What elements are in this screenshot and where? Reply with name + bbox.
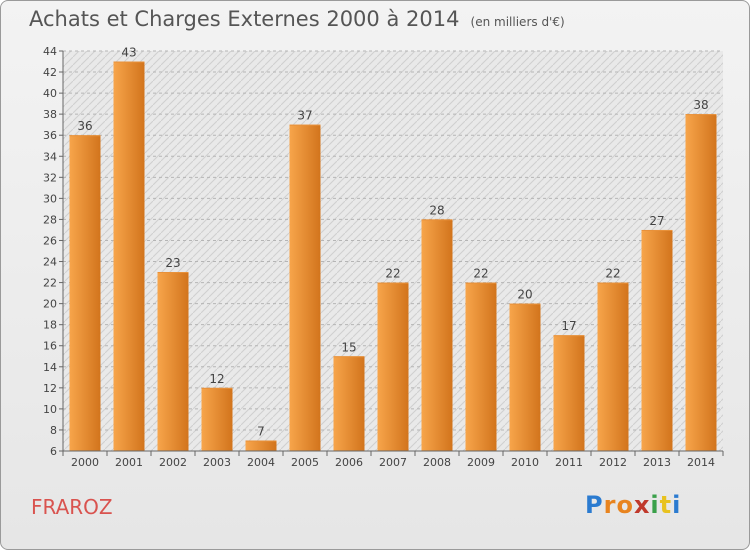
- y-tick-label-10: 10: [43, 403, 57, 416]
- y-tick-label-20: 20: [43, 298, 57, 311]
- bar-2001: [113, 61, 145, 452]
- data-label-2001: 43: [121, 46, 136, 60]
- bar-2003: [201, 387, 233, 451]
- y-tick-label-30: 30: [43, 192, 57, 205]
- y-tick-label-42: 42: [43, 66, 57, 79]
- bar-2005: [289, 124, 321, 452]
- bar-2012: [597, 282, 629, 451]
- bar-2013: [641, 229, 673, 451]
- x-tick-label-2001: 2001: [115, 456, 143, 469]
- x-tick-label-2006: 2006: [335, 456, 363, 469]
- y-tick-label-40: 40: [43, 87, 57, 100]
- x-tick-label-2010: 2010: [511, 456, 539, 469]
- data-label-2008: 28: [429, 203, 444, 217]
- bar-2009: [465, 282, 497, 451]
- bar-2011: [553, 335, 585, 451]
- bar-2000: [69, 135, 101, 452]
- y-tick-label-24: 24: [43, 256, 57, 269]
- data-label-2010: 20: [517, 288, 532, 302]
- logo-letter: i: [650, 491, 660, 519]
- x-tick-label-2002: 2002: [159, 456, 187, 469]
- y-tick-label-34: 34: [43, 150, 57, 163]
- y-tick-label-16: 16: [43, 340, 57, 353]
- logo-letter: x: [633, 491, 651, 519]
- logo-letter: r: [603, 491, 617, 519]
- y-tick-label-6: 6: [50, 445, 57, 458]
- data-label-2002: 23: [165, 256, 180, 270]
- x-tick-label-2009: 2009: [467, 456, 495, 469]
- x-tick-label-2003: 2003: [203, 456, 231, 469]
- data-label-2000: 36: [77, 119, 92, 133]
- commune-name: FRAROZ: [31, 495, 113, 519]
- y-tick-label-18: 18: [43, 319, 57, 332]
- x-tick-label-2008: 2008: [423, 456, 451, 469]
- x-tick-label-2000: 2000: [71, 456, 99, 469]
- data-label-2011: 17: [561, 319, 576, 333]
- data-label-2004: 7: [257, 424, 265, 438]
- title-line: Achats et Charges Externes 2000 à 2014 (…: [29, 7, 565, 31]
- chart-title: Achats et Charges Externes 2000 à 2014: [29, 7, 460, 31]
- logo-letter: P: [585, 491, 604, 519]
- x-tick-label-2014: 2014: [687, 456, 715, 469]
- data-labels: 36 43 23 12 7 37 15 22 28 22 20 17 22 27 38: [77, 46, 708, 439]
- x-tick-label-2013: 2013: [643, 456, 671, 469]
- data-label-2013: 27: [649, 214, 664, 228]
- bar-2006: [333, 356, 365, 451]
- bar-2014: [685, 114, 717, 451]
- x-tick-label-2007: 2007: [379, 456, 407, 469]
- data-label-2012: 22: [605, 267, 620, 281]
- axes: 6 8 10 12 14 16 18 20 22 24 26 28 30 32 34 36 38 40 42 44 20…: [43, 45, 724, 469]
- y-tick-label-26: 26: [43, 234, 57, 247]
- chart-subtitle: (en milliers d'€): [470, 15, 565, 29]
- x-tick-label-2005: 2005: [291, 456, 319, 469]
- y-tick-label-38: 38: [43, 108, 57, 121]
- data-label-2006: 15: [341, 340, 356, 354]
- y-tick-label-12: 12: [43, 382, 57, 395]
- x-tick-label-2012: 2012: [599, 456, 627, 469]
- bars: [69, 61, 717, 452]
- bar-2004: [245, 440, 277, 451]
- bar-2007: [377, 282, 409, 451]
- y-tick-label-28: 28: [43, 213, 57, 226]
- logo-letter: o: [616, 491, 634, 519]
- data-label-2014: 38: [693, 98, 708, 112]
- bar-2002: [157, 272, 189, 451]
- y-tick-label-8: 8: [50, 424, 57, 437]
- data-label-2005: 37: [297, 109, 312, 123]
- bar-2008: [421, 219, 453, 451]
- y-tick-label-22: 22: [43, 277, 57, 290]
- y-tick-label-44: 44: [43, 45, 57, 58]
- data-label-2007: 22: [385, 267, 400, 281]
- logo-letter: t: [659, 491, 673, 519]
- y-tick-label-36: 36: [43, 129, 57, 142]
- y-tick-label-14: 14: [43, 361, 57, 374]
- data-label-2003: 12: [209, 372, 224, 386]
- x-tick-label-2011: 2011: [555, 456, 583, 469]
- x-tick-label-2004: 2004: [247, 456, 275, 469]
- y-tick-label-32: 32: [43, 171, 57, 184]
- logo-letter: i: [672, 491, 682, 519]
- data-label-2009: 22: [473, 267, 488, 281]
- bar-2010: [509, 303, 541, 451]
- proxiti-logo: Proxiti: [585, 491, 681, 519]
